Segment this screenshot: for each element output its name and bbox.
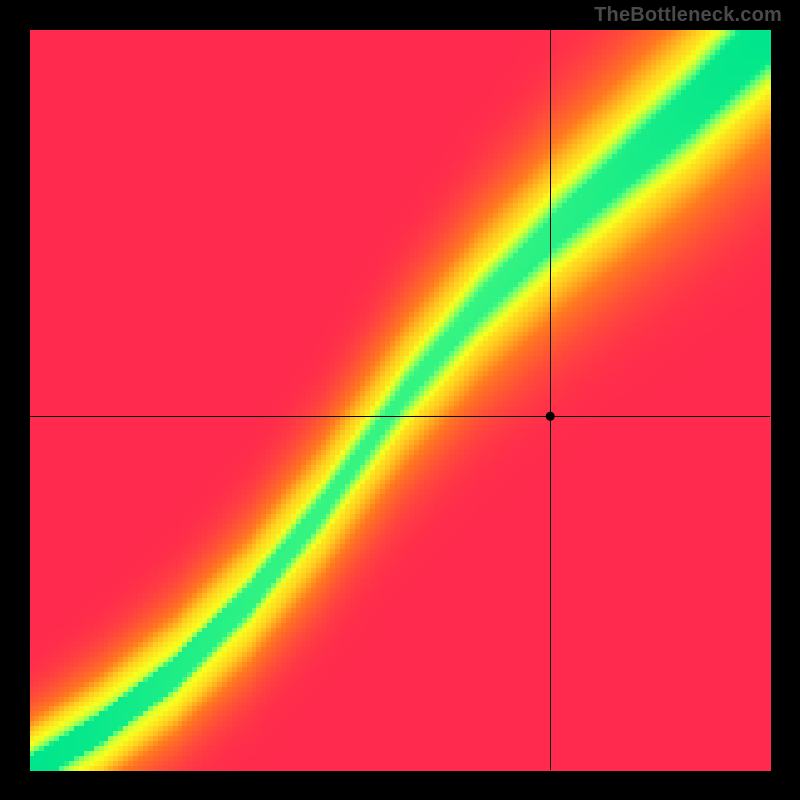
bottleneck-heatmap <box>0 0 800 800</box>
chart-container: TheBottleneck.com <box>0 0 800 800</box>
watermark-text: TheBottleneck.com <box>594 4 782 27</box>
